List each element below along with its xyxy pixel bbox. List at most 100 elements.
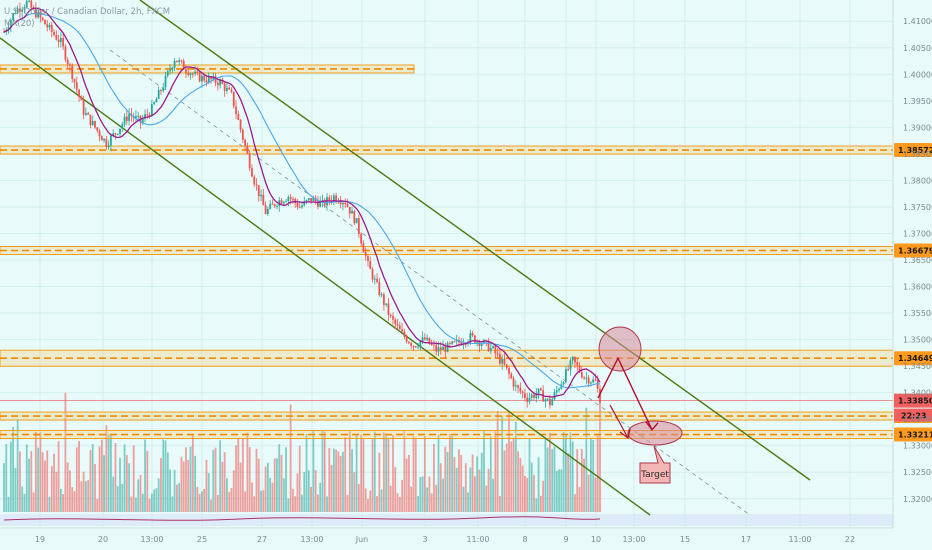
candle-body xyxy=(294,198,297,204)
volume-bar xyxy=(485,485,488,512)
volume-bar xyxy=(214,447,217,512)
channel-lower-line xyxy=(0,37,651,516)
volume-bar xyxy=(569,432,572,512)
volume-bar xyxy=(32,492,35,512)
candle-body xyxy=(201,75,203,82)
volume-bar xyxy=(255,448,258,512)
volume-bar xyxy=(153,489,156,512)
volume-bar xyxy=(503,450,506,512)
time-axis[interactable]: 19 20 13:00 25 27 13:00 Jun 3 11:00 8 9 10 13:00 15 17… xyxy=(0,527,893,544)
candle-body xyxy=(232,91,235,107)
volume-bar xyxy=(285,447,287,512)
candle-body xyxy=(480,343,483,346)
volume-bar xyxy=(23,493,26,512)
volume-bar xyxy=(555,470,558,512)
volume-bar xyxy=(539,495,542,512)
volume-bar xyxy=(328,447,331,512)
candle-body xyxy=(317,201,319,207)
candle-body xyxy=(39,12,42,18)
candle-body xyxy=(394,319,397,325)
volume-bar xyxy=(553,446,556,512)
volume-bar xyxy=(178,483,181,512)
candle-body xyxy=(446,342,449,352)
volume-bar xyxy=(44,460,46,512)
volume-bar xyxy=(221,461,224,512)
price-tick-label: 1.36500 xyxy=(903,256,932,265)
candle-body xyxy=(423,337,426,340)
volume-bar xyxy=(583,458,585,512)
volume-bar xyxy=(119,457,121,512)
candle-body xyxy=(417,346,419,348)
candle-body xyxy=(137,115,140,117)
candle-body xyxy=(401,329,403,332)
volume-bar xyxy=(57,441,60,512)
candle-body xyxy=(514,385,517,387)
candle-body xyxy=(439,347,442,351)
volume-bar xyxy=(546,447,549,512)
volume-bar xyxy=(303,472,306,512)
volume-bar xyxy=(355,434,358,512)
channel-upper-line xyxy=(139,0,811,481)
volume-bar xyxy=(21,486,24,512)
chart-subtitle: MA(20) xyxy=(4,19,35,29)
volume-bar xyxy=(160,457,162,512)
volume-bar xyxy=(448,434,451,512)
volume-bar xyxy=(378,452,381,512)
volume-bar xyxy=(287,498,290,512)
volume-bar xyxy=(75,447,78,512)
volume-bar xyxy=(480,452,483,512)
candle-body xyxy=(82,100,85,115)
candle-body xyxy=(59,37,62,42)
volume-bar xyxy=(312,430,315,512)
candle-body xyxy=(280,200,283,204)
candle-body xyxy=(223,83,226,91)
volume-bar xyxy=(30,450,33,512)
candle-body xyxy=(155,98,158,103)
candle-body xyxy=(444,346,447,352)
volume-bar xyxy=(342,451,344,512)
price-tick-label: 1.39500 xyxy=(903,97,932,106)
time-tick-label: 3 xyxy=(422,535,427,544)
price-axis[interactable]: 1.41000 1.40500 1.40000 1.39500 1.39000 1.385… xyxy=(892,0,932,528)
volume-bar xyxy=(307,470,310,512)
volume-bar xyxy=(123,444,126,512)
volume-bar xyxy=(499,495,501,512)
candle-body xyxy=(21,9,24,12)
time-tick-label: 11:00 xyxy=(788,535,811,544)
volume-bar xyxy=(69,470,71,512)
candle-body xyxy=(264,205,267,215)
candle-body xyxy=(14,13,17,15)
candle-body xyxy=(428,337,431,344)
time-tick-label: 27 xyxy=(257,535,267,544)
volume-bar xyxy=(351,449,353,512)
candle-body xyxy=(210,76,212,80)
candle-body xyxy=(528,397,531,402)
volume-bar xyxy=(48,496,51,512)
volume-bar xyxy=(100,439,103,512)
price-tick-label: 1.32500 xyxy=(903,468,932,477)
volume-bar xyxy=(314,469,317,512)
volume-bar xyxy=(439,463,442,512)
volume-bar xyxy=(408,454,410,512)
volume-bar xyxy=(294,496,297,512)
volume-bar xyxy=(437,434,440,512)
candle-body xyxy=(310,198,312,202)
volume-bar xyxy=(248,447,251,512)
candle-body xyxy=(260,194,262,197)
candle-body xyxy=(187,72,190,76)
time-tick-label: Jun xyxy=(355,535,369,544)
candle-body xyxy=(221,79,224,84)
candle-body xyxy=(255,184,258,186)
candle-body xyxy=(239,119,242,130)
price-tick-label: 1.32000 xyxy=(903,495,932,504)
candle-body xyxy=(19,8,21,12)
volume-bar xyxy=(446,452,449,512)
candle-body xyxy=(592,379,595,383)
volume-bar xyxy=(171,496,174,512)
volume-bar xyxy=(237,438,240,512)
candle-body xyxy=(348,206,351,214)
volume-bar xyxy=(526,477,529,512)
candle-body xyxy=(571,356,574,361)
volume-bar xyxy=(337,451,340,512)
